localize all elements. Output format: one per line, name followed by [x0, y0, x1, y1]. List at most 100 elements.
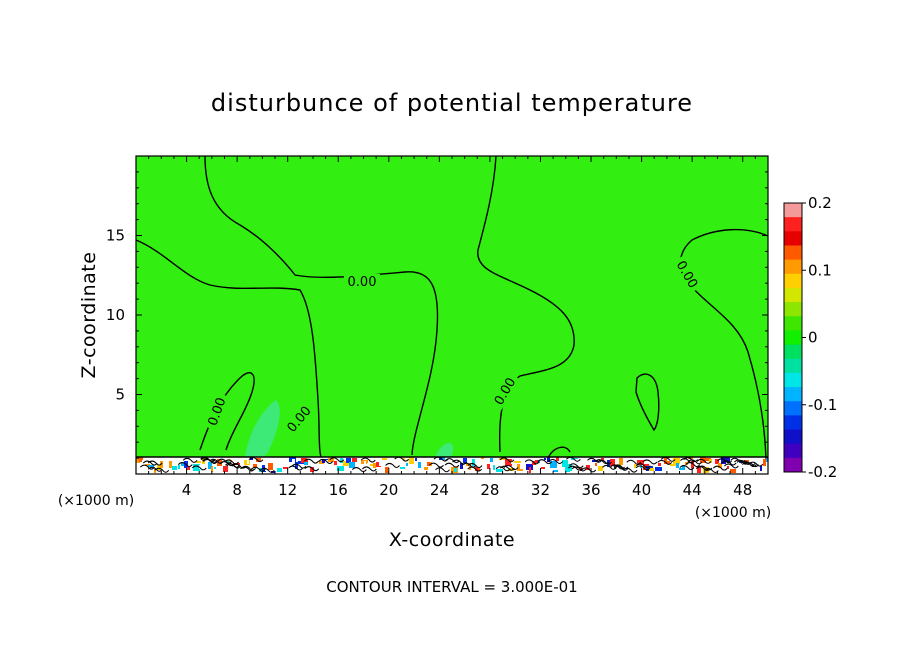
noise-cell — [259, 468, 264, 472]
noise-cell — [574, 459, 581, 466]
noise-contour — [259, 467, 275, 473]
y-axis-label: Z-coordinate — [78, 252, 100, 379]
noise-cell — [460, 463, 463, 469]
noise-contour — [736, 459, 752, 465]
noise-contour — [361, 466, 377, 472]
y-axis-ticks: 5 10 15 — [106, 171, 768, 459]
noise-cell — [292, 459, 295, 464]
noise-contour — [217, 458, 233, 464]
noise-cell — [379, 462, 381, 466]
noise-contour — [537, 459, 553, 465]
noise-cell — [541, 467, 545, 469]
noise-cell — [649, 468, 654, 471]
noise-contour — [680, 458, 695, 464]
noise-cell — [136, 458, 140, 463]
noise-cell — [349, 462, 355, 468]
noise-cell — [340, 458, 343, 463]
x-tick-label: 12 — [278, 481, 297, 499]
x-tick-label: 48 — [733, 481, 752, 499]
noise-cell — [406, 463, 408, 466]
noise-cell — [601, 458, 604, 460]
noise-contour — [657, 459, 673, 465]
noise-contour — [444, 462, 460, 468]
anomaly-blob — [245, 400, 280, 461]
noise-cell — [496, 469, 503, 472]
noise-cell — [568, 464, 572, 471]
noise-cell — [199, 465, 202, 469]
noise-cell — [736, 461, 743, 467]
noise-cell — [157, 465, 161, 470]
noise-cell — [598, 466, 603, 471]
noise-contour — [524, 459, 540, 465]
noise-cell — [760, 466, 762, 471]
noise-cell — [250, 457, 253, 460]
plot-area: 0.000.00 0.000.000.00 — [135, 155, 769, 475]
noise-cell — [667, 458, 674, 461]
colorbar-swatch — [784, 273, 802, 289]
noise-cell — [364, 461, 366, 465]
noise-cell — [169, 461, 172, 468]
noise-cell — [706, 458, 711, 461]
colorbar-swatch — [784, 245, 802, 261]
colorbar-swatch — [784, 316, 802, 331]
noise-cell — [358, 461, 362, 468]
noise-cell — [565, 466, 570, 472]
noise-cell — [661, 463, 665, 467]
noise-contour — [224, 459, 239, 465]
noise-cell — [763, 459, 766, 466]
noise-contour — [250, 466, 266, 472]
noise-cell — [400, 467, 405, 469]
x-tick-label: 40 — [632, 481, 651, 499]
noise-contour — [385, 462, 400, 468]
noise-cell — [454, 468, 457, 472]
contour-label: 0.00 — [348, 275, 377, 290]
noise-cell — [232, 459, 238, 461]
noise-contour — [304, 458, 319, 464]
contour-line — [635, 373, 660, 432]
noise-cell — [694, 460, 698, 466]
noise-cell — [370, 464, 374, 466]
noise-cell — [154, 469, 156, 473]
noise-cell — [373, 463, 376, 468]
x-tick-label: 8 — [232, 481, 242, 499]
noise-cell — [193, 464, 200, 471]
noise-cell — [334, 461, 337, 465]
noise-contour — [503, 464, 519, 470]
noise-contour — [182, 457, 198, 463]
noise-cell — [229, 459, 231, 463]
colorbar-swatch — [784, 372, 802, 388]
y-tick-label: 15 — [106, 227, 125, 245]
noise-cell — [175, 463, 177, 466]
noise-cell — [148, 465, 154, 467]
noise-contour — [548, 458, 564, 464]
noise-cell — [256, 458, 261, 462]
noise-contour — [429, 462, 444, 468]
noise-contour — [435, 467, 450, 473]
colorbar-tick-label: 0 — [808, 329, 818, 347]
noise-cell — [268, 463, 273, 470]
noise-cell — [610, 459, 615, 466]
noise-contour — [499, 457, 515, 463]
noise-contour — [139, 464, 155, 470]
noise-contour — [225, 462, 240, 468]
noise-cell — [469, 463, 471, 470]
noise-cell — [208, 462, 212, 469]
colorbar-swatch — [784, 358, 802, 374]
noise-cell — [733, 458, 737, 460]
noise-cell — [418, 462, 421, 468]
noise-cell — [586, 465, 590, 470]
noise-contour — [744, 462, 760, 468]
noise-cell — [715, 459, 719, 464]
noise-cell — [487, 464, 490, 469]
noise-cell — [151, 471, 154, 473]
colorbar-tick-label: -0.2 — [808, 463, 837, 481]
noise-contour — [147, 460, 163, 466]
noise-contour — [360, 457, 376, 463]
noise-cell — [718, 463, 722, 468]
contour-interval-note: CONTOUR INTERVAL = 3.000E-01 — [326, 578, 577, 596]
noise-cell — [748, 463, 752, 469]
contour-label-bg — [203, 392, 229, 431]
noise-contour — [248, 457, 264, 463]
noise-contour — [351, 467, 367, 473]
noise-cell — [211, 466, 213, 472]
